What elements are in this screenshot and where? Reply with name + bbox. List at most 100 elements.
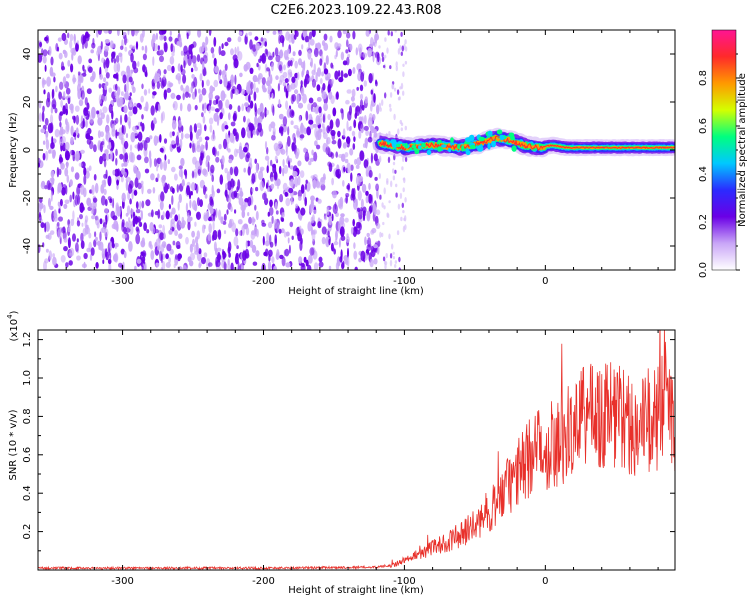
spectrogram-noise-cell	[203, 106, 207, 114]
spectrogram-noise-cell	[199, 97, 201, 103]
spectrogram-noise-cell	[159, 34, 164, 41]
spectrogram-ridge-blob	[477, 145, 484, 152]
spectrogram-noise-cell	[346, 89, 352, 94]
spectrogram-noise-cell	[163, 89, 167, 100]
spectrogram-noise-cell	[219, 69, 222, 76]
spectrogram-noise-cell	[88, 66, 93, 73]
spectrogram-noise-cell	[166, 243, 172, 252]
spectrogram-noise-cell	[295, 30, 299, 37]
spectrogram-noise-cell	[165, 253, 170, 260]
spectrogram-noise-cell	[273, 142, 279, 152]
spectrogram-noise-cell	[356, 157, 362, 166]
spectrogram-noise-cell	[116, 62, 121, 73]
spectrogram-noise-cell	[126, 205, 131, 216]
spectrogram-noise-cell	[328, 265, 332, 270]
spectrogram-noise-cell	[102, 106, 108, 114]
spectrogram-noise-cell	[309, 157, 315, 162]
spectrogram-ridge-blob	[499, 135, 505, 141]
spectrogram-noise-cell	[346, 233, 349, 239]
spectrogram-noise-cell	[150, 250, 155, 261]
spectrogram-noise-cell	[244, 102, 249, 108]
spectrogram-noise-cell	[256, 128, 260, 136]
spectrogram-noise-cell	[331, 177, 334, 186]
spectrogram-noise-cell	[126, 81, 129, 93]
spectrogram-noise-cell	[157, 245, 161, 251]
spectrogram-noise-cell	[88, 58, 93, 64]
spectrogram-noise-cell	[330, 62, 334, 69]
spectrogram-noise-cell	[94, 231, 97, 238]
spectrogram-noise-cell	[292, 170, 298, 178]
spectrogram-noise-cell	[314, 105, 320, 115]
spectrogram-noise-cell	[214, 65, 220, 74]
spectrogram-noise-cell	[389, 65, 392, 70]
spectrogram-noise-cell	[353, 250, 358, 260]
spectrogram-noise-cell	[400, 216, 403, 222]
spectrogram-noise-cell	[286, 48, 290, 54]
spectrogram-noise-cell	[149, 157, 152, 168]
spectrogram-noise-cell	[279, 74, 285, 83]
y-tick-label: -20	[22, 190, 33, 206]
spectrogram-noise-cell	[389, 253, 393, 259]
spectrogram-noise-cell	[397, 128, 400, 135]
spectrogram-noise-cell	[255, 162, 259, 174]
spectrogram-noise-cell	[316, 84, 321, 92]
spectrogram-noise-cell	[204, 136, 210, 141]
spectrogram-noise-cell	[353, 199, 358, 210]
spectrogram-noise-cell	[44, 222, 47, 233]
spectrogram-noise-cell	[312, 179, 317, 189]
spectrogram-noise-cell	[211, 234, 215, 242]
spectrogram-noise-cell	[299, 134, 305, 139]
spectrogram-noise-cell	[288, 187, 294, 194]
spectrogram-noise-cell	[216, 115, 220, 126]
spectrogram-noise-cell	[75, 114, 80, 125]
snr-y-multiplier-exp: 4	[6, 314, 14, 319]
spectrogram-noise-cell	[74, 172, 80, 180]
spectrogram-ridge-blob	[508, 132, 515, 137]
spectrogram-noise-cell	[177, 213, 181, 222]
spectrogram-noise-cell	[53, 209, 57, 219]
spectrogram-noise-cell	[245, 32, 248, 37]
spectrogram-noise-cell	[257, 116, 263, 124]
spectrogram-noise-cell	[122, 153, 128, 164]
spectrogram-noise-cell	[234, 88, 239, 96]
spectrogram-noise-cell	[122, 74, 127, 84]
spectrogram-noise-cell	[185, 202, 188, 213]
spectrogram-noise-cell	[155, 262, 160, 268]
spectrogram-noise-cell	[120, 176, 124, 183]
spectrogram-noise-cell	[296, 71, 300, 80]
spectrogram-noise-cell	[66, 161, 69, 169]
spectrogram-noise-cell	[150, 173, 155, 181]
spectrogram-noise-cell	[202, 116, 206, 124]
spectrogram-noise-cell	[45, 35, 50, 44]
spectrogram-noise-cell	[320, 183, 326, 191]
spectrogram-noise-cell	[99, 231, 102, 242]
spectrogram-noise-cell	[308, 254, 313, 264]
spectrogram-noise-cell	[264, 107, 267, 118]
spectrogram-noise-cell	[45, 139, 50, 151]
spectrogram-noise-cell	[128, 220, 132, 230]
spectrogram-noise-cell	[121, 163, 124, 168]
spectrogram-noise-cell	[159, 49, 165, 56]
spectrogram-noise-cell	[232, 54, 238, 62]
spectrogram-noise-cell	[374, 176, 378, 181]
spectrogram-noise-cell	[287, 69, 292, 76]
spectrogram-noise-cell	[275, 54, 281, 63]
spectrogram-noise-cell	[180, 64, 183, 73]
spectrogram-noise-cell	[331, 140, 337, 145]
spectrogram-noise-cell	[152, 119, 158, 125]
spectrogram-noise-cell	[390, 180, 393, 188]
spectrogram-noise-cell	[153, 43, 159, 52]
spectrogram-noise-cell	[326, 125, 331, 134]
spectrogram-noise-cell	[218, 209, 222, 221]
spectrogram-noise-cell	[191, 230, 196, 238]
spectrogram-noise-cell	[253, 91, 257, 102]
spectrogram-noise-cell	[228, 188, 232, 199]
spectrogram-noise-cell	[186, 212, 190, 218]
spectrogram-noise-cell	[272, 30, 277, 35]
spectrogram-noise-cell	[160, 191, 165, 202]
spectrogram-noise-cell	[96, 240, 102, 247]
spectrogram-noise-cell	[232, 128, 238, 136]
spectrogram-noise-cell	[124, 46, 128, 52]
spectrogram-noise-cell	[61, 32, 67, 42]
spectrogram-noise-cell	[140, 95, 144, 103]
